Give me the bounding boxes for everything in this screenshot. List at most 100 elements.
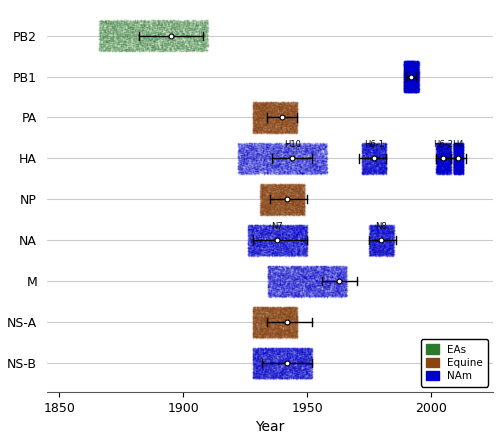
- Point: [276, 232, 284, 239]
- Point: [287, 354, 295, 361]
- Point: [275, 307, 283, 314]
- Point: [288, 209, 296, 216]
- Point: [277, 310, 285, 317]
- Point: [174, 43, 182, 50]
- Point: [168, 34, 175, 41]
- Point: [286, 153, 294, 160]
- Point: [144, 36, 152, 43]
- Point: [389, 246, 397, 253]
- Point: [251, 250, 259, 258]
- Point: [302, 225, 310, 232]
- Point: [316, 145, 324, 152]
- Point: [276, 157, 284, 164]
- Point: [186, 19, 194, 26]
- Point: [263, 311, 271, 318]
- Point: [374, 237, 382, 244]
- Point: [408, 60, 416, 67]
- Point: [296, 167, 304, 174]
- Point: [258, 157, 266, 164]
- Point: [380, 145, 388, 152]
- Point: [169, 17, 177, 24]
- Point: [264, 354, 272, 361]
- Point: [414, 82, 422, 89]
- Point: [182, 17, 190, 24]
- Point: [290, 309, 298, 316]
- Point: [294, 263, 302, 270]
- Point: [292, 230, 300, 237]
- Point: [457, 159, 465, 166]
- Point: [407, 62, 415, 69]
- Point: [278, 358, 286, 365]
- Point: [454, 153, 462, 161]
- Point: [380, 228, 388, 235]
- Point: [406, 70, 413, 77]
- Point: [249, 113, 257, 120]
- Point: [329, 283, 337, 290]
- Point: [367, 225, 375, 232]
- Point: [386, 236, 394, 243]
- Point: [288, 104, 296, 111]
- Point: [370, 242, 378, 249]
- Point: [262, 117, 270, 124]
- Point: [203, 19, 211, 26]
- Point: [260, 316, 268, 323]
- Point: [287, 307, 295, 314]
- Point: [286, 199, 294, 206]
- Point: [272, 245, 280, 252]
- Point: [124, 23, 132, 30]
- Point: [312, 271, 320, 278]
- Point: [266, 166, 274, 173]
- Point: [378, 164, 386, 171]
- Point: [280, 202, 287, 209]
- Point: [274, 355, 282, 362]
- Point: [256, 345, 264, 352]
- Point: [264, 210, 272, 217]
- Point: [270, 123, 278, 131]
- Point: [292, 327, 300, 334]
- Point: [292, 331, 300, 338]
- Point: [306, 154, 314, 161]
- Point: [283, 224, 291, 231]
- Point: [452, 160, 460, 167]
- Point: [258, 208, 266, 215]
- Point: [437, 142, 445, 149]
- Point: [412, 62, 420, 69]
- Point: [275, 210, 283, 217]
- Point: [261, 231, 269, 238]
- Point: [278, 115, 285, 122]
- Point: [379, 157, 387, 164]
- Point: [414, 81, 422, 88]
- Point: [278, 117, 286, 124]
- Point: [364, 140, 372, 147]
- Point: [411, 71, 419, 78]
- Point: [264, 111, 272, 118]
- Point: [256, 189, 264, 196]
- Point: [128, 23, 136, 30]
- Point: [318, 271, 326, 278]
- Point: [288, 193, 296, 200]
- Point: [376, 230, 384, 237]
- Point: [408, 58, 416, 65]
- Point: [288, 350, 296, 357]
- Point: [450, 159, 458, 166]
- Point: [179, 43, 187, 50]
- Point: [281, 142, 289, 149]
- Point: [252, 366, 260, 373]
- Point: [296, 273, 304, 280]
- Point: [291, 345, 299, 352]
- Point: [283, 187, 291, 194]
- Point: [270, 331, 278, 338]
- Point: [296, 164, 304, 171]
- Point: [280, 359, 288, 366]
- Point: [265, 323, 273, 330]
- Point: [292, 182, 300, 189]
- Point: [249, 129, 257, 136]
- Point: [298, 232, 306, 239]
- Point: [290, 189, 298, 196]
- Point: [319, 288, 327, 295]
- Point: [324, 276, 332, 283]
- Point: [289, 351, 297, 358]
- Point: [251, 125, 259, 132]
- Point: [450, 168, 458, 175]
- Point: [274, 129, 282, 136]
